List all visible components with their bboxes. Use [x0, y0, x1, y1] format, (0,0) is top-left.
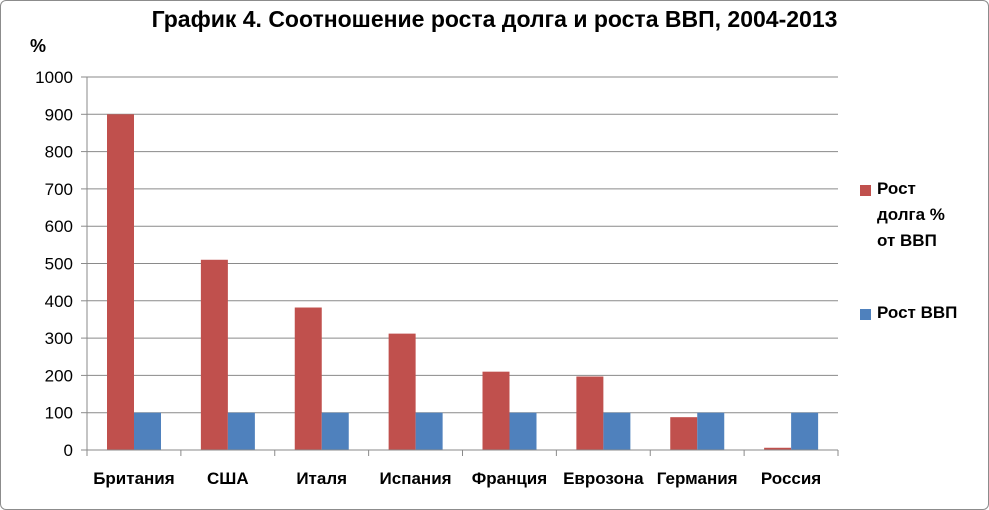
- legend-label: Рост ВВП: [877, 303, 958, 322]
- y-axis-unit-label: %: [30, 36, 47, 56]
- y-tick-label: 200: [45, 366, 73, 385]
- x-tick-label: Германия: [657, 469, 738, 488]
- y-tick-label: 700: [45, 180, 73, 199]
- x-tick-label: Россия: [761, 469, 821, 488]
- bar-debt-growth: [107, 114, 134, 451]
- y-tick-label: 1000: [35, 68, 73, 87]
- bar-debt-growth: [764, 447, 792, 450]
- y-tick-label: 600: [45, 217, 73, 236]
- y-tick-label: 500: [45, 255, 73, 274]
- x-tick-label: Еврозона: [563, 469, 644, 488]
- y-tick-label: 900: [45, 105, 73, 124]
- bar-debt-growth: [294, 307, 322, 450]
- legend-item: Рост ВВП: [860, 303, 967, 326]
- legend-swatch: [860, 185, 871, 196]
- bar-debt-growth: [388, 333, 416, 450]
- legend-item: Рост долга % от ВВП: [860, 179, 967, 254]
- x-tick-label: Испания: [380, 469, 452, 488]
- bar-gdp-growth: [697, 412, 725, 450]
- x-tick-label: США: [207, 469, 249, 488]
- bar-gdp-growth: [321, 412, 349, 450]
- y-tick-label: 100: [45, 404, 73, 423]
- bar-debt-growth: [576, 376, 604, 450]
- bar-debt-growth: [482, 371, 510, 450]
- x-tick-label: Британия: [93, 469, 174, 488]
- bar-gdp-growth: [791, 412, 819, 450]
- bar-gdp-growth: [227, 412, 255, 450]
- x-tick-label: Италя: [296, 469, 347, 488]
- bar-gdp-growth: [415, 412, 443, 450]
- bar-debt-growth: [670, 417, 698, 450]
- bar-gdp-growth: [134, 412, 161, 450]
- y-tick-label: 0: [64, 441, 73, 460]
- bar-debt-growth: [200, 259, 228, 450]
- chart-title: График 4. Соотношение роста долга и рост…: [151, 6, 838, 32]
- y-tick-label: 800: [45, 143, 73, 162]
- legend-label: Рост долга % от ВВП: [877, 179, 945, 250]
- bar-gdp-growth: [509, 412, 537, 450]
- x-tick-label: Франция: [472, 469, 547, 488]
- y-tick-label: 400: [45, 292, 73, 311]
- y-tick-label: 300: [45, 329, 73, 348]
- legend-swatch: [860, 309, 871, 320]
- bar-gdp-growth: [603, 412, 631, 450]
